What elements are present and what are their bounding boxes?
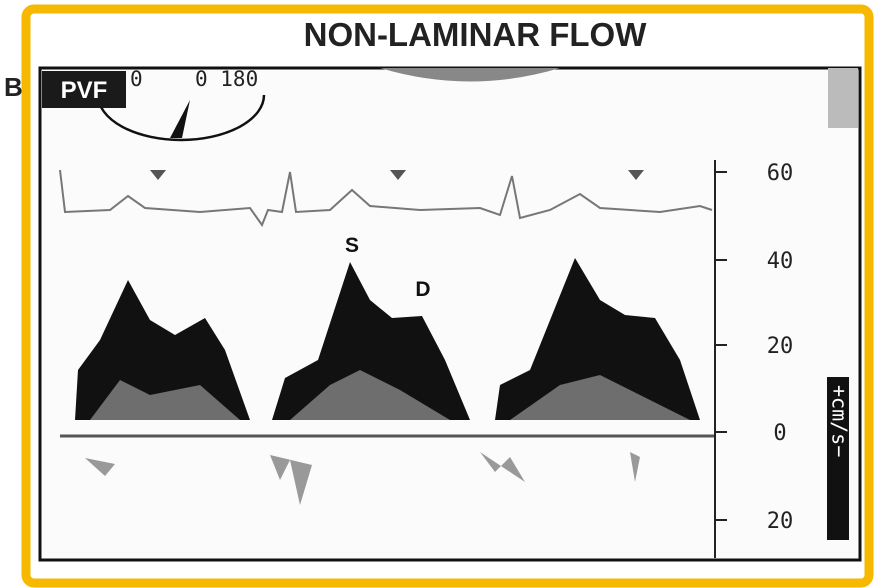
dial-text: 0 180 — [195, 67, 258, 91]
tag: PVF — [61, 77, 108, 104]
scale-text: 0 — [130, 67, 143, 91]
panel-label: B — [4, 72, 23, 102]
dial — [96, 94, 266, 142]
unit: +cm/s− — [828, 385, 852, 457]
scale-label: 60 — [767, 161, 794, 186]
gray-bar — [828, 68, 858, 128]
scale-label: 40 — [767, 249, 794, 274]
peak-label: S — [345, 234, 359, 257]
probe-arc — [380, 68, 560, 82]
ecg-markers — [150, 170, 644, 180]
unit-box — [827, 377, 849, 540]
scale-label: 0 — [773, 421, 786, 446]
peak-label: D — [415, 278, 430, 301]
dial-needle — [170, 100, 190, 138]
doppler-image — [38, 66, 862, 562]
tag-box — [42, 71, 126, 108]
scale-label: 20 — [767, 334, 794, 359]
ecg-trace — [59, 169, 713, 228]
title: NON-LAMINAR FLOW — [304, 16, 648, 53]
spectrum — [75, 258, 700, 505]
scale-label: 20 — [767, 509, 794, 534]
